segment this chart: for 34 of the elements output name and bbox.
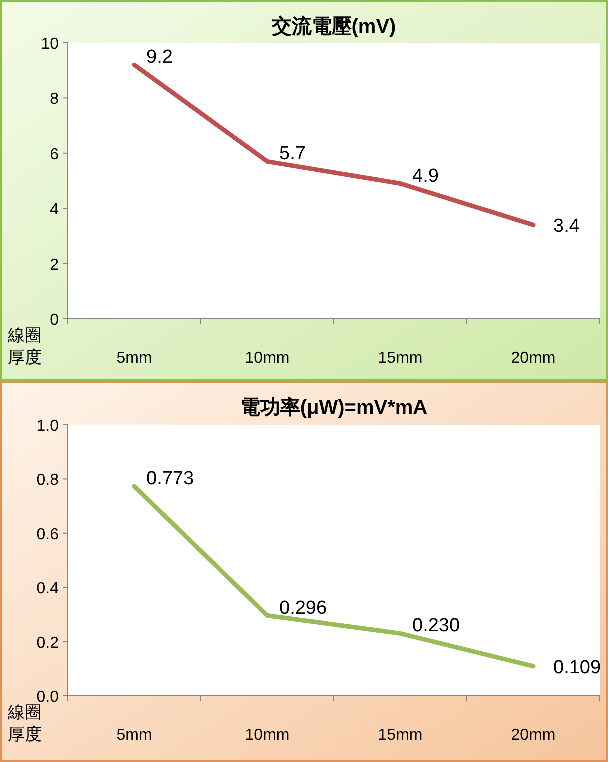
y-tick-label: 0.8 — [36, 472, 60, 490]
y-tick-label: 0.6 — [36, 526, 60, 544]
x-tick-label: 20mm — [511, 727, 556, 744]
data-label: 0.109 — [554, 657, 602, 678]
y-tick-label: 0.0 — [36, 689, 60, 706]
x-axis-title: 線圈厚度 — [7, 326, 42, 367]
data-label: 0.773 — [146, 468, 194, 490]
line-series — [132, 62, 536, 228]
x-tick-label: 15mm — [378, 727, 423, 744]
y-tick-label: 1.0 — [36, 418, 60, 435]
y-tick-label: 0.2 — [36, 634, 60, 652]
data-label: 9.2 — [146, 47, 173, 68]
x-tick-label: 5mm — [116, 350, 152, 367]
x-tick-label: 20mm — [511, 350, 556, 367]
data-label: 0.296 — [280, 598, 328, 619]
data-label: 4.9 — [412, 166, 439, 187]
y-tick-label: 2 — [50, 256, 60, 274]
line-series — [132, 484, 536, 669]
y-tick-label: 6 — [50, 146, 60, 164]
x-tick-label: 15mm — [378, 350, 423, 367]
data-label: 5.7 — [280, 144, 306, 165]
y-tick-label: 0 — [50, 312, 60, 329]
chart-title: 交流電壓(mV) — [270, 15, 396, 38]
chart-title: 電功率(μW)=mV*mA — [240, 396, 428, 419]
x-tick-label: 5mm — [116, 727, 152, 744]
x-axis-title: 線圈厚度 — [7, 703, 42, 744]
data-label: 3.4 — [554, 216, 580, 238]
data-label: 0.230 — [412, 616, 460, 637]
y-tick-label: 4 — [50, 202, 60, 219]
x-tick-label: 10mm — [245, 727, 290, 744]
y-tick-label: 0.4 — [36, 580, 60, 598]
y-tick-label: 8 — [50, 91, 60, 108]
y-tick-label: 10 — [41, 36, 60, 53]
x-tick-label: 10mm — [245, 350, 290, 367]
